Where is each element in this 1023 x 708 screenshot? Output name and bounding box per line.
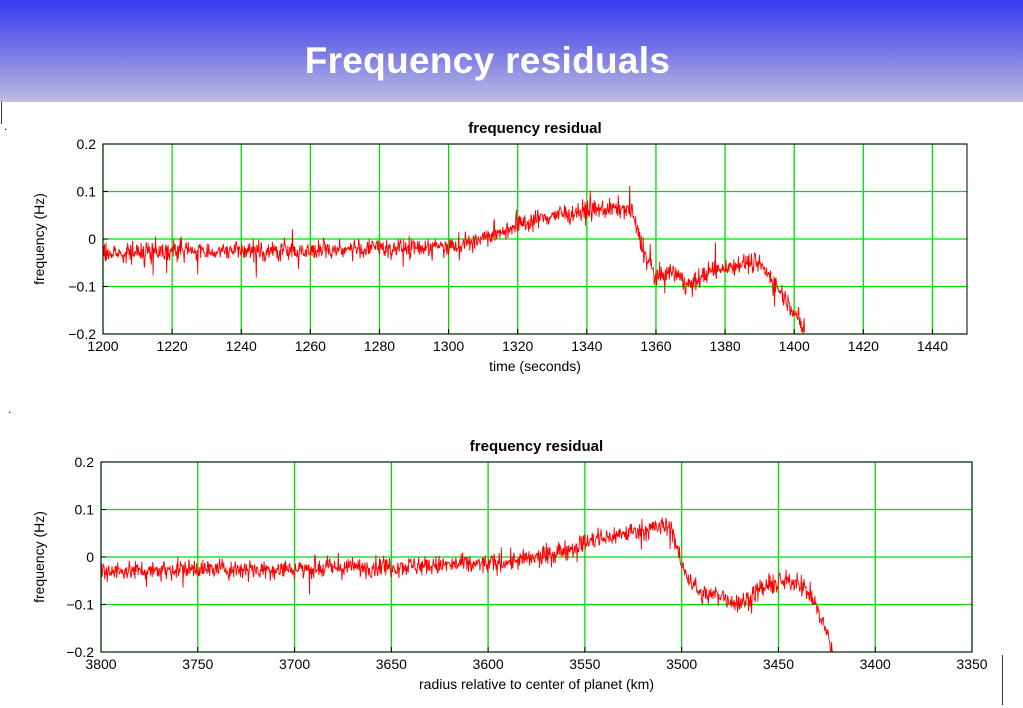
y-tick-label: 0.2 <box>75 454 95 470</box>
x-tick-label: 3450 <box>763 656 794 672</box>
x-tick-label: 3400 <box>860 656 891 672</box>
x-tick-label: 1280 <box>364 338 395 354</box>
right-edge-line <box>1002 655 1003 705</box>
x-tick-label: 1420 <box>848 338 879 354</box>
y-tick-label: 0.1 <box>77 184 97 200</box>
x-tick-label: 1360 <box>640 338 671 354</box>
slide-title: Frequency residuals <box>304 40 671 81</box>
x-tick-label: 3750 <box>182 656 213 672</box>
y-tick-label: 0 <box>88 231 96 247</box>
x-tick-label: 1400 <box>779 338 810 354</box>
x-tick-label: 3700 <box>279 656 310 672</box>
x-axis-label: time (seconds) <box>489 358 581 374</box>
series-line <box>102 185 806 335</box>
y-tick-label: 0.2 <box>77 136 97 152</box>
y-tick-label: −0.2 <box>68 326 96 342</box>
x-tick-label: 1340 <box>571 338 602 354</box>
x-tick-label: 1300 <box>433 338 464 354</box>
stray-dot-top: . <box>4 119 8 133</box>
x-tick-label: 1320 <box>502 338 533 354</box>
y-axis-label: frequency (Hz) <box>31 193 47 285</box>
y-tick-label: −0.1 <box>68 279 96 295</box>
y-tick-label: −0.1 <box>66 597 94 613</box>
title-banner: Frequency residuals <box>0 0 1023 102</box>
x-tick-label: 3650 <box>376 656 407 672</box>
stray-dot-mid: . <box>8 402 12 416</box>
series-line <box>100 517 834 653</box>
y-tick-label: −0.2 <box>66 644 94 660</box>
x-tick-label: 1200 <box>87 338 118 354</box>
x-tick-label: 3500 <box>666 656 697 672</box>
x-tick-label: 3600 <box>473 656 504 672</box>
chart-title: frequency residual <box>470 438 603 455</box>
y-axis-label: frequency (Hz) <box>31 511 47 603</box>
x-tick-label: 1220 <box>157 338 188 354</box>
chart-title: frequency residual <box>468 120 601 137</box>
x-tick-label: 1240 <box>226 338 257 354</box>
x-tick-label: 1380 <box>710 338 741 354</box>
x-tick-label: 3350 <box>956 656 987 672</box>
y-tick-label: 0.1 <box>75 502 95 518</box>
x-tick-label: 3550 <box>569 656 600 672</box>
y-tick-label: 0 <box>86 549 94 565</box>
x-tick-label: 1260 <box>295 338 326 354</box>
left-edge-line <box>1 102 2 124</box>
x-tick-label: 1440 <box>917 338 948 354</box>
x-tick-label: 3800 <box>85 656 116 672</box>
x-axis-label: radius relative to center of planet (km) <box>419 676 654 692</box>
